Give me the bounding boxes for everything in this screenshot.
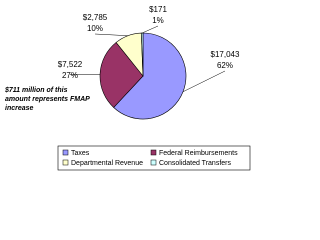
legend-label: Federal Reimbursements (159, 150, 238, 157)
percent-label: 1% (152, 16, 164, 25)
legend-swatch (150, 159, 157, 166)
value-label: $17,043 (211, 50, 240, 59)
percent-label: 27% (62, 71, 78, 80)
percent-label: 62% (217, 61, 233, 70)
value-label: $7,522 (58, 60, 83, 69)
legend-swatch (62, 149, 69, 156)
pie-slice (113, 32, 187, 120)
percent-label: 10% (87, 24, 103, 33)
leader-line (182, 70, 226, 92)
value-label: $171 (149, 5, 167, 14)
annotation: increase (5, 105, 34, 112)
value-label: $2,785 (83, 13, 108, 22)
chart: $17,043 62% $7,522 27% $2,785 10% $171 1% $711 m… (4, 5, 251, 171)
legend-swatch (62, 159, 69, 166)
legend-label: Consolidated Transfers (159, 160, 231, 167)
annotation: $711 million of this (4, 87, 68, 94)
leader-line (94, 33, 128, 36)
legend-swatch (150, 149, 157, 156)
leader-line (142, 25, 159, 34)
legend-label: Departmental Revenue (71, 160, 143, 167)
annotation: amount represents FMAP (5, 96, 90, 103)
legend-label: Taxes (71, 150, 90, 157)
